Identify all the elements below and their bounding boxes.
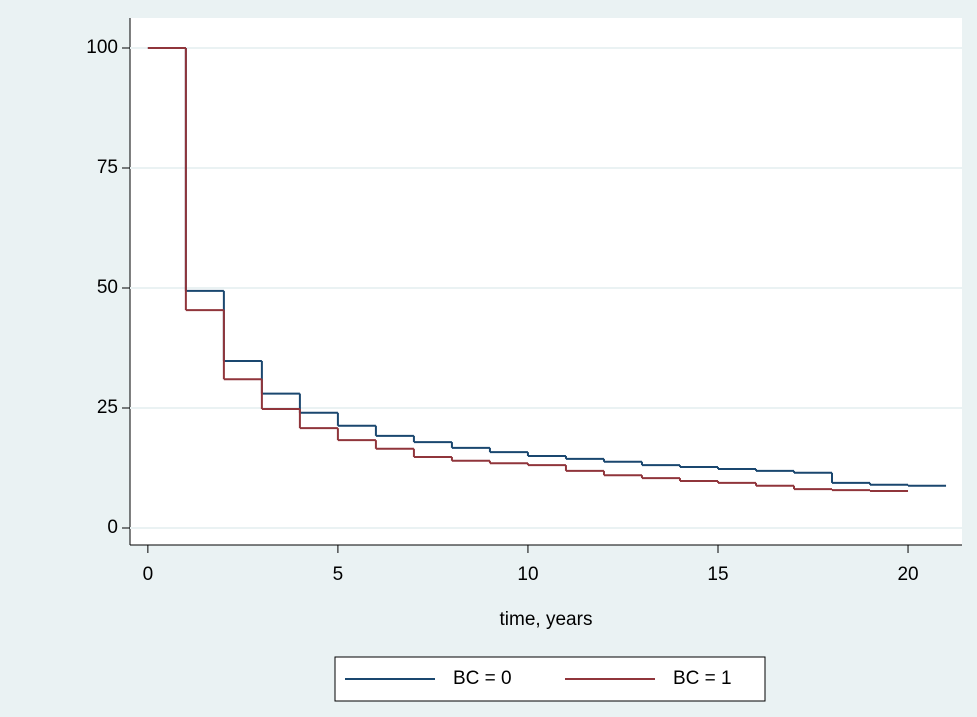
y-tick-label: 50: [97, 277, 118, 298]
plot-area: [130, 18, 962, 545]
x-axis-title: time, years: [500, 609, 593, 630]
x-tick-label: 0: [143, 564, 154, 585]
legend-label: BC = 1: [673, 668, 732, 689]
x-tick-label: 10: [517, 564, 538, 585]
x-tick-label: 20: [897, 564, 918, 585]
x-tick-label: 15: [707, 564, 728, 585]
y-tick-label: 0: [107, 517, 118, 538]
y-tick-label: 75: [97, 157, 118, 178]
legend-label: BC = 0: [453, 668, 512, 689]
x-tick-label: 5: [333, 564, 344, 585]
y-tick-label: 25: [97, 397, 118, 418]
y-tick-label: 100: [86, 37, 118, 58]
